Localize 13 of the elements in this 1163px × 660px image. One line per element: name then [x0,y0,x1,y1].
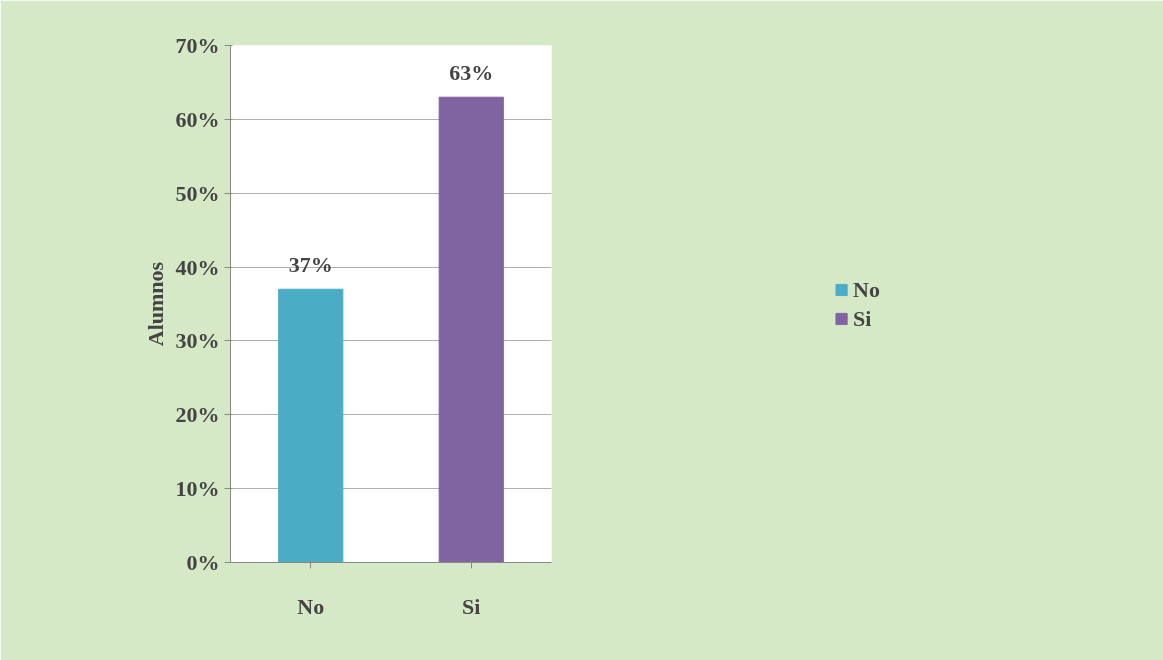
legend-label: No [853,276,880,302]
y-axis-title: Alumnos [142,261,168,347]
y-tick-label: 70% [175,33,220,58]
y-tick-label: 0% [186,550,220,575]
y-tick-label: 20% [175,402,220,428]
y-tick-label: 10% [175,476,220,502]
data-label: 63% [449,60,494,86]
data-label: 37% [288,252,333,278]
y-tick-label: 60% [175,106,220,132]
y-tick-label: 30% [175,328,220,354]
y-tick-label: 50% [175,180,220,206]
legend-label: Si [853,305,873,331]
y-tick-label: 40% [175,254,220,280]
